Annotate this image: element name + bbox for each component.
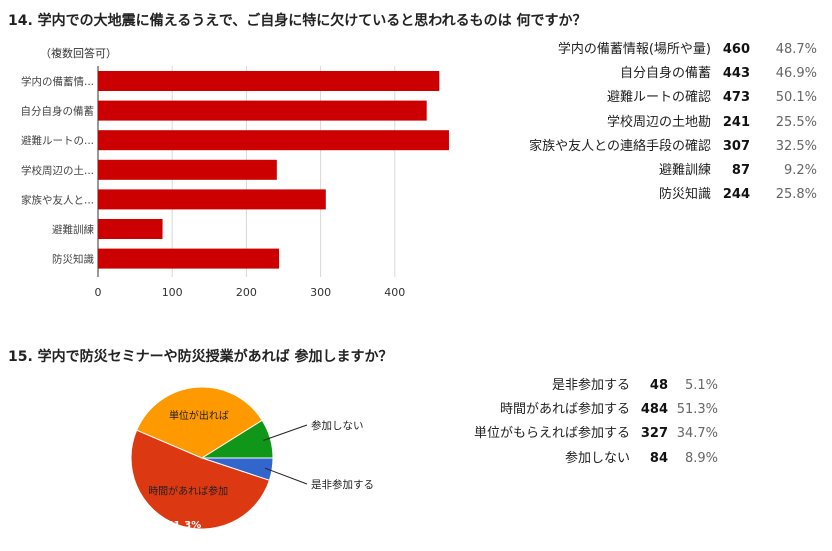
- q15-label-4: 参加しない: [564, 450, 630, 466]
- q14-pct-2: 46.9%: [775, 66, 817, 82]
- q15-row-4: 参加しない 84 8.9%: [440, 449, 740, 469]
- bar-1: [98, 71, 440, 91]
- q14-count-5: 307: [722, 138, 750, 154]
- pie-slice-3: [136, 386, 263, 459]
- q14-row-2: 自分自身の備蓄 443 46.9%: [500, 64, 825, 84]
- q15-count-3: 327: [640, 426, 668, 442]
- q14-count-1: 460: [722, 42, 750, 57]
- q14-pct-4: 25.5%: [775, 114, 817, 130]
- q15-label-2: 時間があれば参加する: [499, 402, 630, 418]
- q15-stats-table: 是非参加する 48 5.1% 時間があれば参加する 484 51.3% 単位がもらえれば参加…: [440, 376, 740, 476]
- q14-label-3: 避難ルートの確認: [606, 90, 711, 106]
- q14-pct-7: 25.8%: [775, 187, 817, 203]
- q15-pct-3: 34.7%: [676, 426, 718, 442]
- bar-tick-labels: 0 100 200 300 400: [95, 286, 406, 299]
- q14-title: 14. 学内での大地震に備えるうえで、ご自身に特に欠けていると思われるものは 何…: [8, 13, 587, 29]
- pie-inner-pct-3: 34.7%: [181, 377, 216, 388]
- tick-label-0: 0: [95, 286, 102, 299]
- pie-inner-name-3: 単位が出れば: [169, 409, 229, 422]
- q14-row-3: 避難ルートの確認 473 50.1%: [500, 88, 825, 108]
- q14-row-4: 学校周辺の土地勘 241 25.5%: [500, 113, 825, 133]
- q14-row-7: 防災知識 244 25.8%: [500, 185, 825, 205]
- category-label-6: 避難訓練: [52, 223, 94, 236]
- q15-row-2: 時間があれば参加する 484 51.3%: [440, 400, 740, 420]
- pie-slices: [130, 386, 274, 530]
- q14-note: （複数回答可）: [40, 46, 117, 60]
- category-label-7: 防災知識: [52, 253, 94, 266]
- pie-inner-name-2: 時間があれば参加: [148, 485, 228, 498]
- q14-count-7: 244: [722, 187, 750, 203]
- q14-label-4: 学校周辺の土地勘: [606, 114, 711, 130]
- q14-pct-5: 32.5%: [775, 138, 817, 154]
- pie-leader-4: [263, 424, 308, 441]
- q15-count-2: 484: [640, 402, 668, 418]
- bar-3: [98, 130, 449, 151]
- q15-pct-4: 8.9%: [684, 450, 718, 466]
- q14-label-6: 避難訓練: [658, 163, 711, 178]
- category-label-2: 自分自身の備蓄: [21, 105, 95, 118]
- q14-count-6: 87: [731, 163, 750, 178]
- q15-label-1: 是非参加する: [551, 378, 630, 393]
- bar-2: [98, 100, 427, 121]
- q14-label-5: 家族や友人との連絡手段の確認: [529, 138, 711, 154]
- q14-label-2: 自分自身の備蓄: [619, 66, 711, 82]
- q14-pct-6: 9.2%: [783, 163, 817, 178]
- category-label-5: 家族や友人と...: [21, 193, 94, 206]
- bar-7: [98, 248, 280, 269]
- q14-count-2: 443: [722, 66, 750, 82]
- q15-title: 15. 学内で防災セミナーや防災授業があれば 参加しますか？: [8, 349, 393, 365]
- q14-label-1: 学内の備蓄情報(場所や量): [557, 42, 711, 57]
- q15-pct-2: 51.3%: [676, 402, 718, 418]
- pie-inner-pct-2: 51.3%: [167, 520, 202, 531]
- pie-inner-labels: 時間があれば参加 51.3% 単位が出れば 34.7%: [148, 377, 229, 531]
- q14-row-1: 学内の備蓄情報(場所や量) 460 48.7%: [500, 40, 825, 60]
- q15-row-1: 是非参加する 48 5.1%: [440, 376, 740, 396]
- q14-stats-table: 学内の備蓄情報(場所や量) 460 48.7% 自分自身の備蓄 443 46.9% 避難ルー…: [500, 40, 825, 210]
- category-label-3: 避難ルートの...: [21, 134, 94, 147]
- q15-row-3: 単位がもらえれば参加する 327 34.7%: [440, 424, 740, 444]
- q14-count-4: 241: [722, 114, 750, 130]
- bar-4: [98, 159, 277, 180]
- q14-pct-1: 48.7%: [775, 42, 817, 57]
- pie-slice-2: [130, 429, 271, 530]
- pie-callout-label-1: 是非参加する: [311, 478, 374, 491]
- q14-pct-3: 50.1%: [775, 90, 817, 106]
- tick-label-200: 200: [236, 286, 257, 299]
- bar-series: [98, 71, 449, 269]
- q14-row-5: 家族や友人との連絡手段の確認 307 32.5%: [500, 137, 825, 157]
- tick-label-400: 400: [384, 286, 405, 299]
- q14-label-7: 防災知識: [658, 187, 711, 203]
- tick-label-300: 300: [310, 286, 331, 299]
- bar-6: [98, 219, 163, 239]
- q15-count-4: 84: [649, 450, 668, 466]
- q15-label-3: 単位がもらえれば参加する: [473, 426, 630, 442]
- category-label-1: 学内の備蓄情...: [21, 75, 94, 88]
- tick-label-100: 100: [162, 286, 183, 299]
- q14-row-6: 避難訓練 87 9.2%: [500, 161, 825, 181]
- pie-callout-label-4: 参加しない: [311, 419, 364, 432]
- q14-count-3: 473: [722, 90, 750, 106]
- category-label-4: 学校周辺の土...: [21, 164, 94, 177]
- pie-leader-1: [264, 467, 308, 485]
- q15-pct-1: 5.1%: [684, 378, 718, 393]
- q15-count-1: 48: [649, 378, 668, 393]
- bar-5: [98, 189, 326, 210]
